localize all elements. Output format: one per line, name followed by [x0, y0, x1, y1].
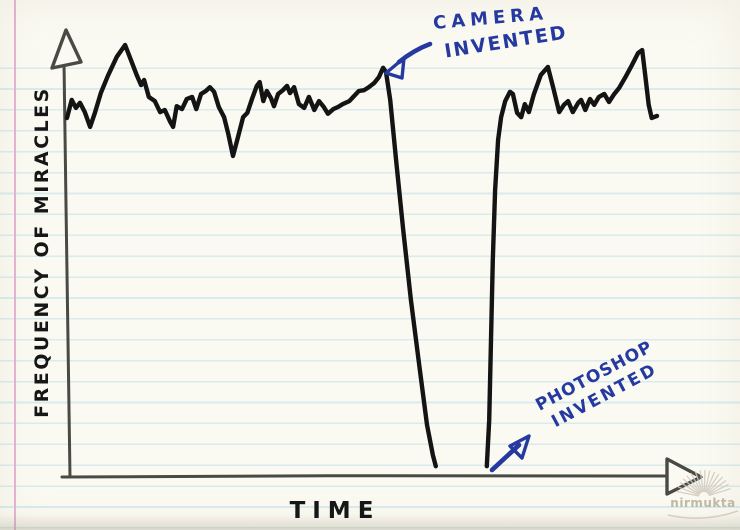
camera-annotation-arrow [384, 41, 433, 80]
x-axis [60, 457, 703, 496]
camera-arrow-head-icon [384, 56, 406, 80]
miracle-curve-segment-1 [64, 42, 438, 469]
x-axis-line [60, 474, 670, 479]
y-axis-label: FREQUENCY OF MIRACLES [31, 86, 53, 418]
x-axis-label: TIME [289, 498, 381, 524]
watermark-text: nirmukta [670, 496, 736, 510]
y-axis [50, 28, 83, 479]
photoshop-arrow-head-icon [508, 434, 531, 460]
y-axis-line [62, 60, 72, 479]
watermark-swoosh-icon [667, 510, 739, 519]
photoshop-annotation-arrow [489, 434, 531, 473]
watermark-logo [667, 469, 739, 519]
y-axis-arrowhead [50, 28, 83, 70]
watermark-rays-icon [676, 469, 731, 497]
miracle-curve-segment-2 [484, 47, 660, 469]
